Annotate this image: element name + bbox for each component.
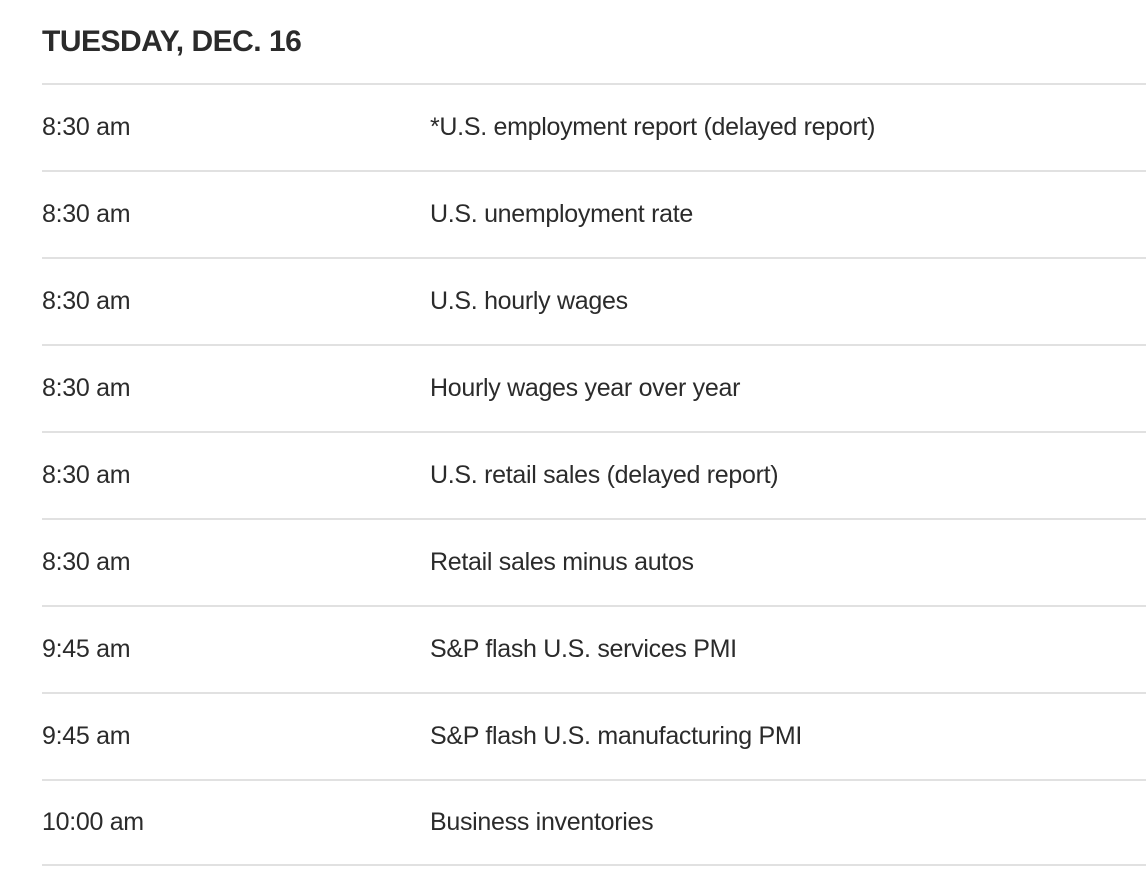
event-name: Retail sales minus autos: [430, 547, 694, 576]
event-time: 8:30 am: [42, 286, 131, 315]
event-name: Business inventories: [430, 807, 654, 836]
event-time: 8:30 am: [42, 460, 131, 489]
event-time: 10:00 am: [42, 807, 144, 836]
calendar-row: 8:30 am U.S. retail sales (delayed repor…: [42, 431, 1146, 518]
calendar-row: 8:30 am U.S. hourly wages: [42, 257, 1146, 344]
date-header: TUESDAY, DEC. 16: [42, 25, 302, 58]
calendar-row: 9:45 am S&P flash U.S. manufacturing PMI: [42, 692, 1146, 779]
calendar-row: 8:30 am U.S. unemployment rate: [42, 170, 1146, 257]
event-name: U.S. hourly wages: [430, 286, 628, 315]
event-time: 8:30 am: [42, 112, 131, 141]
event-time: 8:30 am: [42, 373, 131, 402]
calendar-row: 8:30 am Hourly wages year over year: [42, 344, 1146, 431]
event-time: 9:45 am: [42, 721, 131, 750]
event-name: Hourly wages year over year: [430, 373, 741, 402]
event-time: 9:45 am: [42, 634, 131, 663]
calendar-row: 8:30 am *U.S. employment report (delayed…: [42, 83, 1146, 170]
calendar-row: 9:45 am S&P flash U.S. services PMI: [42, 605, 1146, 692]
event-name: *U.S. employment report (delayed report): [430, 112, 876, 141]
event-name: U.S. unemployment rate: [430, 199, 693, 228]
calendar-rows: 8:30 am *U.S. employment report (delayed…: [42, 83, 1146, 866]
event-name: S&P flash U.S. services PMI: [430, 634, 737, 663]
calendar-row: 10:00 am Business inventories: [42, 779, 1146, 866]
event-name: U.S. retail sales (delayed report): [430, 460, 779, 489]
date-header-row: TUESDAY, DEC. 16: [0, 0, 1146, 83]
event-time: 8:30 am: [42, 199, 131, 228]
calendar-row: 8:30 am Retail sales minus autos: [42, 518, 1146, 605]
event-time: 8:30 am: [42, 547, 131, 576]
event-name: S&P flash U.S. manufacturing PMI: [430, 721, 803, 750]
